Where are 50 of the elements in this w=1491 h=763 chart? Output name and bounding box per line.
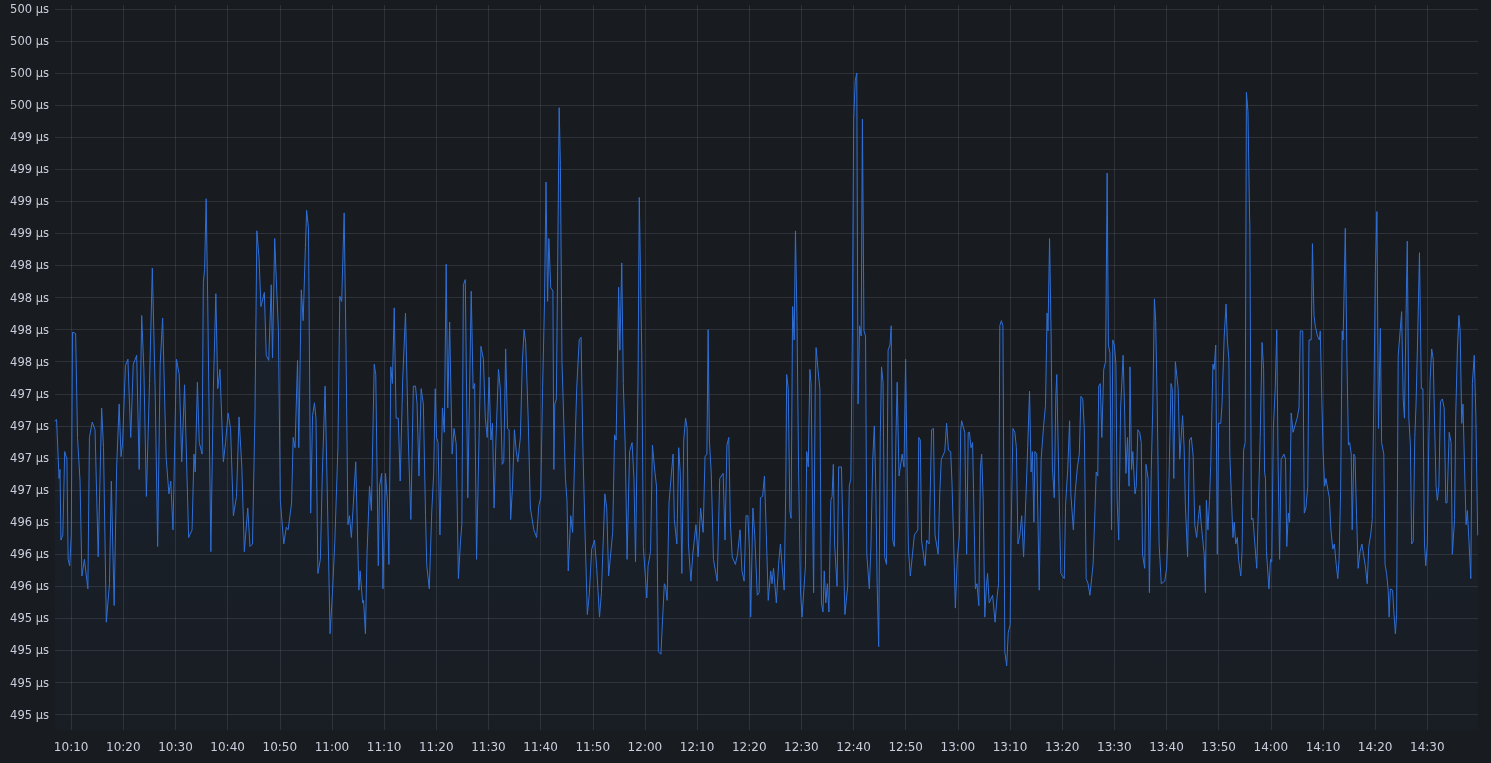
y-tick-label: 499 µs [10,194,49,209]
x-tick-label: 13:50 [1201,740,1236,754]
y-tick-label: 495 µs [10,611,49,626]
y-tick-label: 500 µs [10,66,49,81]
y-tick-label: 497 µs [10,418,49,433]
y-tick-label: 497 µs [10,483,49,498]
y-tick-label: 496 µs [10,515,49,530]
x-tick-label: 12:10 [679,740,715,754]
y-tick-label: 499 µs [10,162,49,177]
y-tick-label: 500 µs [10,98,49,113]
y-tick-label: 500 µs [10,1,49,16]
x-tick-label: 12:00 [627,740,663,754]
x-tick-label: 14:10 [1305,740,1341,754]
x-tick-label: 10:20 [106,740,141,754]
y-tick-label: 495 µs [10,675,49,690]
y-tick-label: 498 µs [10,258,49,273]
x-tick-label: 13:20 [1044,740,1080,754]
y-tick-label: 499 µs [10,226,49,241]
x-tick-label: 12:20 [731,740,767,754]
x-tick-label: 11:40 [523,740,558,754]
y-tick-label: 497 µs [10,386,49,401]
y-tick-label: 497 µs [10,450,49,465]
x-tick-label: 10:30 [158,740,193,754]
y-tick-label: 495 µs [10,643,49,658]
x-tick-label: 14:30 [1410,740,1445,754]
y-tick-label: 498 µs [10,354,49,369]
x-tick-label: 11:00 [314,740,350,754]
y-tick-label: 496 µs [10,547,49,562]
x-tick-label: 10:10 [53,740,89,754]
x-tick-label: 12:50 [888,740,924,754]
y-tick-label: 498 µs [10,322,49,337]
x-tick-label: 14:20 [1357,740,1393,754]
x-tick-label: 11:30 [471,740,506,754]
x-tick-label: 11:20 [418,740,454,754]
x-tick-label: 10:50 [262,740,298,754]
y-tick-label: 500 µs [10,33,49,48]
x-tick-label: 13:00 [940,740,976,754]
x-tick-label: 11:50 [575,740,611,754]
x-tick-label: 13:10 [992,740,1028,754]
x-tick-label: 13:40 [1149,740,1184,754]
y-tick-label: 499 µs [10,130,49,145]
y-tick-label: 498 µs [10,290,49,305]
y-tick-label: 496 µs [10,579,49,594]
x-tick-label: 11:10 [366,740,402,754]
x-tick-label: 12:30 [784,740,819,754]
y-tick-label: 495 µs [10,707,49,722]
x-tick-label: 10:40 [210,740,245,754]
x-tick-label: 13:30 [1097,740,1132,754]
x-tick-label: 12:40 [836,740,871,754]
x-tick-label: 14:00 [1253,740,1289,754]
